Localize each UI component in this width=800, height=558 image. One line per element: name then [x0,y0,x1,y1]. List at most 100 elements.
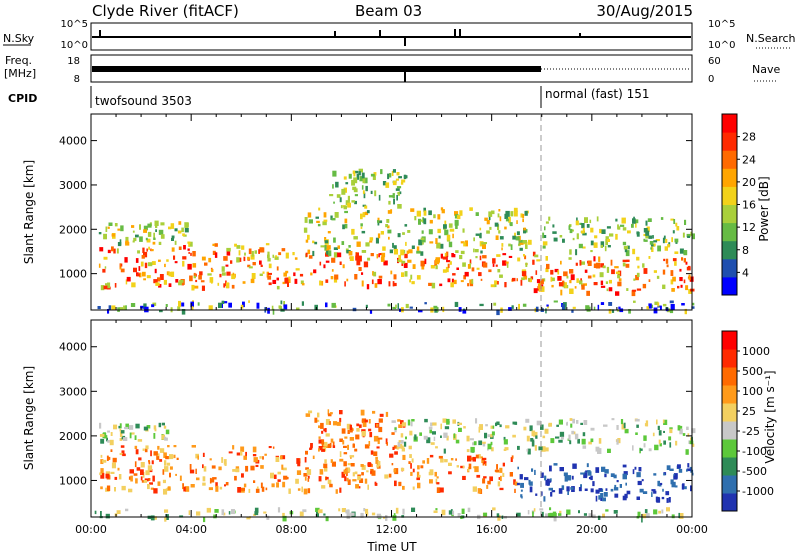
colorbar-segment [722,439,737,458]
echo-cell [144,448,148,453]
echo-cell [362,190,365,194]
echo-cell [446,435,449,441]
echo-cell [372,410,376,414]
echo-cell [139,224,141,230]
echo-cell [654,444,659,451]
colorbar-tick-label: 24 [742,153,756,166]
echo-cell [173,454,176,459]
echo-cell [619,224,625,227]
echo-cell [602,497,606,502]
echo-cell [650,243,655,247]
echo-cell [581,223,585,229]
echo-cell [653,243,656,247]
echo-cell [319,280,322,286]
velocity-xaxis: 00:00 04:00 08:00 12:00 16:00 20:00 00:00 [75,320,708,536]
echo-cell [478,440,483,446]
echo-cell [665,238,668,243]
echo-cell [600,241,605,247]
echo-cell [632,248,636,255]
echo-cell [531,468,534,472]
echo-cell [366,210,370,214]
echo-cell [568,434,571,441]
echo-cell [143,303,147,309]
echo-cell [403,262,408,268]
echo-cell [496,309,500,316]
echo-cell [169,472,171,478]
echo-cell [336,194,341,198]
echo-cell [480,250,483,254]
echo-cell [587,260,592,266]
echo-cell [324,467,328,472]
echo-cell [153,237,156,240]
echo-cell [643,443,646,448]
echo-cell [462,228,465,233]
echo-cell [448,462,452,466]
echo-cell [256,486,259,489]
echo-cell [600,280,604,285]
echo-cell [309,447,312,450]
echo-cell [571,430,575,435]
echo-cell [125,305,127,310]
echo-cell [232,272,235,276]
echo-cell [396,195,398,201]
echo-cell [400,420,404,425]
echo-cell [343,452,348,455]
echo-cell [303,488,308,495]
echo-cell [271,483,275,488]
echo-cell [142,247,145,253]
echo-cell [475,454,479,459]
echo-cell [508,255,513,258]
echo-cell [379,220,383,224]
echo-cell [582,432,586,437]
echo-cell [329,194,334,197]
echo-cell [355,484,359,489]
echo-cell [304,476,307,481]
echo-cell [601,229,606,234]
echo-cell [617,274,621,279]
echo-cell [691,428,696,434]
echo-cell [516,512,521,517]
echo-cell [557,270,560,275]
echo-cell [523,426,527,431]
echo-cell [140,476,143,481]
echo-cell [299,273,304,277]
echo-cell [341,508,346,513]
echo-cell [527,510,530,515]
echo-cell [334,212,339,218]
echo-cell [553,463,558,466]
echo-cell [434,471,437,477]
echo-cell [361,272,364,275]
echo-cell [648,279,651,282]
echo-cell [587,470,591,473]
echo-cell [355,252,359,257]
echo-cell [315,507,320,512]
colorbar-tick-label: 4 [742,266,749,279]
echo-cell [157,481,161,486]
echo-cell [414,434,417,440]
echo-cell [377,220,380,226]
echo-cell [656,419,658,425]
echo-cell [153,279,158,284]
colorbar-segment [722,222,737,242]
echo-cell [611,418,615,421]
echo-cell [597,515,601,520]
echo-cell [478,272,482,277]
echo-cell [408,249,413,254]
nsearch-tick-low: 10^0 [708,40,735,51]
y-tick-label: 2000 [59,430,87,443]
echo-cell [523,228,527,234]
echo-cell [304,217,308,223]
echo-cell [165,429,170,435]
echo-cell [232,445,235,450]
echo-cell [272,279,277,284]
echo-cell [341,241,345,245]
echo-cell [225,280,227,287]
echo-cell [587,471,592,476]
echo-cell [206,507,211,513]
echo-cell [606,226,611,229]
echo-cell [155,229,157,232]
echo-cell [420,251,424,256]
freq-band [92,66,541,72]
